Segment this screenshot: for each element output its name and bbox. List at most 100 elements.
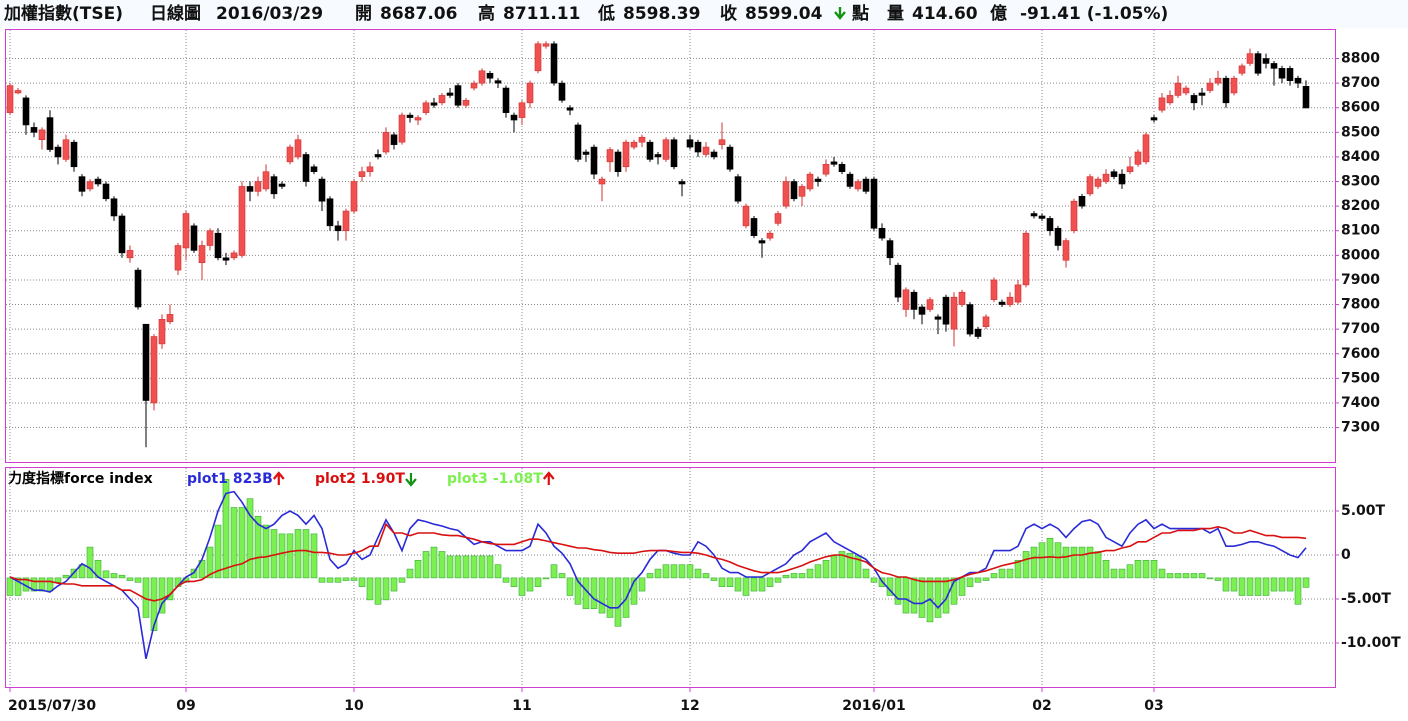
force-bar <box>758 577 766 592</box>
candle-body <box>622 141 630 168</box>
force-bar <box>1254 577 1262 596</box>
force-bar <box>1062 546 1070 579</box>
force-bar <box>782 574 790 579</box>
header-unit: 點 <box>851 3 869 24</box>
candle-body <box>478 70 486 84</box>
candle-body <box>646 141 654 160</box>
candle-body <box>630 141 638 148</box>
force-bar <box>438 551 446 579</box>
candle-body <box>1294 77 1302 84</box>
force-bar <box>1270 577 1278 592</box>
force-bar <box>334 577 342 583</box>
force-bar <box>454 555 462 579</box>
force-bar <box>1054 542 1062 579</box>
candle-body <box>854 181 862 190</box>
force-title: 力度指標force index <box>8 470 153 487</box>
candle-body <box>734 176 742 202</box>
force-bar <box>718 577 726 587</box>
x-tick-label: 09 <box>176 698 195 714</box>
force-bar <box>774 577 782 583</box>
candle-body <box>774 213 782 224</box>
force-bar <box>1150 559 1158 579</box>
force-bar <box>6 577 14 596</box>
force-bar <box>742 577 750 596</box>
force-bar <box>118 574 126 579</box>
y-tick-label: 8400 <box>1341 149 1380 165</box>
down-arrow-icon <box>834 7 846 20</box>
force-bar <box>1238 577 1246 596</box>
candle-body <box>1126 166 1134 172</box>
force-bar <box>534 577 542 587</box>
force-bar <box>1078 546 1086 579</box>
candle-body <box>686 139 694 148</box>
force-panel <box>5 467 1336 688</box>
candle-body <box>726 146 734 170</box>
force-bar <box>406 568 414 579</box>
force-bar <box>270 529 278 579</box>
candle-body <box>262 171 270 190</box>
y-tick-label: 7300 <box>1341 420 1380 436</box>
candle-body <box>150 336 158 404</box>
force-bar <box>694 568 702 579</box>
force-bar <box>1286 577 1294 592</box>
candle-body <box>182 213 190 249</box>
force-bar <box>1110 568 1118 579</box>
force-bar <box>230 507 238 579</box>
force-bar <box>846 552 854 579</box>
candle-body <box>334 225 342 232</box>
candle-body <box>670 139 678 168</box>
candle-body <box>310 166 318 172</box>
force-bar <box>734 577 742 592</box>
y-tick-label: 7500 <box>1341 370 1380 386</box>
candle-body <box>798 186 806 197</box>
candle-body <box>758 240 766 244</box>
plot-layer <box>6 30 1335 687</box>
candle-body <box>1086 176 1094 195</box>
candle-body <box>38 129 46 141</box>
candle-body <box>902 289 910 310</box>
candle-body <box>158 319 166 345</box>
force-bar <box>662 564 670 579</box>
candle-body <box>678 181 686 185</box>
price-change: -91.41 (-1.05%) <box>1020 4 1168 24</box>
force-bar <box>1294 577 1302 605</box>
force-bar <box>1166 573 1174 579</box>
force-bar <box>702 573 710 579</box>
legend-name: plot1 <box>187 471 228 487</box>
candle-body <box>110 198 118 217</box>
force-bar <box>838 551 846 579</box>
candle-body <box>126 250 134 259</box>
header-title: 加權指數(TSE) <box>3 3 123 24</box>
x-tick-label: 10 <box>344 698 364 714</box>
force-bar <box>894 577 902 605</box>
y-tick-label: 7900 <box>1341 272 1380 288</box>
force-bar <box>150 577 158 631</box>
volume-unit: 億 <box>990 3 1007 24</box>
candle-body <box>1302 86 1310 109</box>
force-bar <box>678 564 686 579</box>
force-bar <box>502 577 510 583</box>
force-bar <box>214 524 222 579</box>
candle-body <box>1270 63 1278 69</box>
y-tick-label: 8300 <box>1341 174 1380 190</box>
candle-body <box>462 100 470 106</box>
candle-body <box>598 178 606 185</box>
force-bar <box>1094 551 1102 579</box>
force-bar <box>254 515 262 579</box>
candle-body <box>326 198 334 227</box>
candle-body <box>926 299 934 310</box>
candle-body <box>790 181 798 200</box>
force-bar <box>430 546 438 579</box>
candle-body <box>966 304 974 335</box>
candle-body <box>526 82 534 104</box>
candle-body <box>430 102 438 106</box>
force-bar <box>974 577 982 583</box>
force-bar <box>654 568 662 579</box>
quote-label: 開 <box>355 4 372 24</box>
candle-body <box>486 72 494 79</box>
force-bar <box>398 577 406 583</box>
candle-body <box>1278 68 1286 79</box>
force-bar <box>30 577 38 592</box>
candle-body <box>166 314 174 323</box>
